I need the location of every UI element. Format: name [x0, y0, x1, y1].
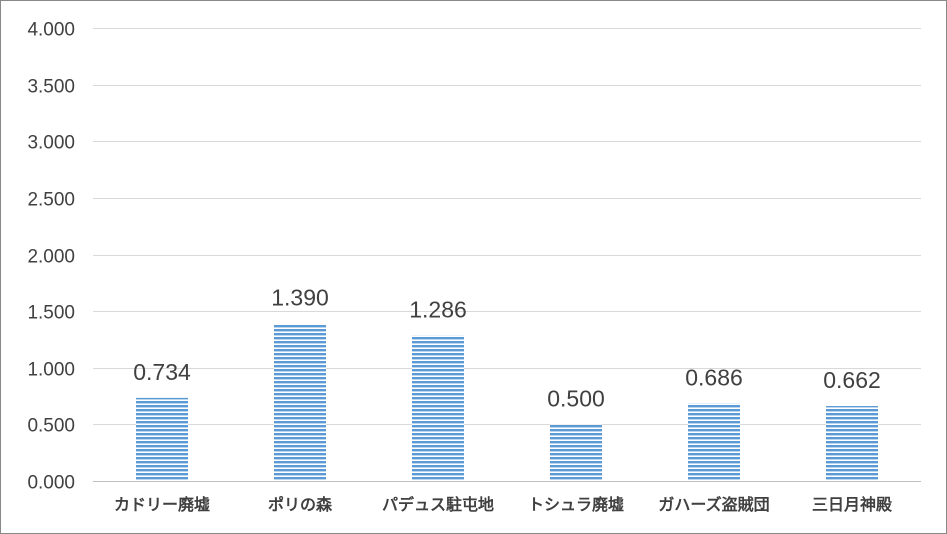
data-labels: 0.734 1.390 1.286 0.500 0.686 0.662 [133, 285, 881, 412]
bar [688, 403, 740, 481]
y-axis-tick-labels: 0.000 0.500 1.000 1.500 2.000 2.500 3.000 3.500… [27, 20, 75, 494]
data-label: 1.286 [409, 296, 467, 322]
category-label: ガハーズ盗賊団 [658, 495, 769, 514]
y-tick-label: 2.500 [27, 190, 75, 211]
y-tick-label: 2.000 [27, 247, 75, 268]
category-label: ポリの森 [268, 495, 333, 514]
bar [274, 323, 326, 481]
category-label: カドリー廃墟 [114, 495, 210, 514]
category-label: 三日月神殿 [812, 495, 893, 514]
data-label: 0.500 [547, 385, 605, 411]
gridlines [93, 28, 921, 425]
y-tick-label: 1.500 [27, 303, 75, 324]
y-tick-label: 0.500 [27, 416, 75, 437]
bar [826, 406, 878, 481]
category-label: パデュス駐屯地 [382, 495, 494, 514]
data-label: 0.734 [133, 359, 191, 385]
x-axis-category-labels: カドリー廃墟 ポリの森 パデュス駐屯地 トシュラ廃墟 ガハーズ盗賊団 三日月神殿 [114, 495, 893, 514]
y-tick-label: 4.000 [27, 20, 75, 41]
data-label: 1.390 [271, 285, 329, 311]
y-tick-label: 3.500 [27, 77, 75, 98]
category-label: トシュラ廃墟 [528, 495, 624, 514]
data-label: 0.686 [685, 364, 743, 390]
data-label: 0.662 [823, 367, 881, 393]
bar [136, 397, 188, 481]
bar [550, 424, 602, 481]
bars [136, 323, 878, 481]
bar [412, 335, 464, 481]
y-tick-label: 3.000 [27, 133, 75, 154]
y-tick-label: 1.000 [27, 360, 75, 381]
y-tick-label: 0.000 [27, 473, 75, 494]
